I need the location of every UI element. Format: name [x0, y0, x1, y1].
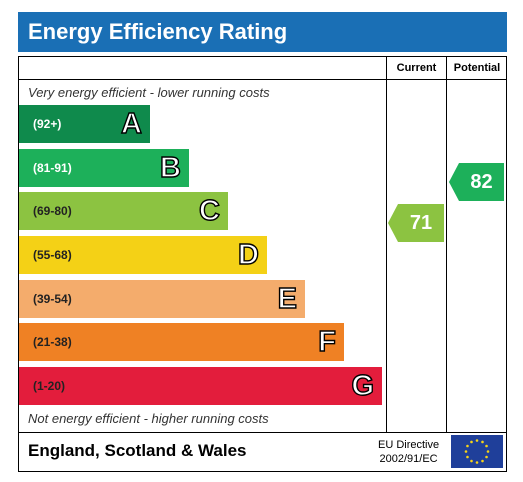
eu-star-icon [486, 450, 490, 453]
band-range-label: (21-38) [33, 335, 72, 349]
band-range-label: (92+) [33, 117, 62, 131]
eu-directive-label: EU Directive 2002/91/EC [378, 438, 439, 466]
band-letter: A [120, 107, 142, 140]
footer-divider [18, 432, 507, 433]
rating-band-f: (21-38) F [19, 323, 344, 361]
eu-star-icon [485, 455, 488, 459]
potential-column-divider [446, 56, 447, 432]
eu-star-icon [481, 440, 484, 444]
rating-frame [18, 56, 507, 472]
band-letter: C [198, 194, 220, 227]
rating-band-c: (69-80) C [19, 192, 228, 230]
band-letter: D [237, 238, 259, 271]
eu-directive-line2: 2002/91/EC [379, 453, 438, 465]
eu-directive-line1: EU Directive [378, 439, 440, 451]
eu-star-icon [485, 444, 488, 448]
band-range-label: (1-20) [33, 379, 66, 393]
current-rating-arrow: 71 [388, 204, 444, 242]
band-range-label: (55-68) [33, 248, 72, 262]
current-column-header: Current [396, 62, 437, 74]
eu-star-icon [470, 440, 473, 444]
header-divider [18, 79, 507, 80]
rating-band-d: (55-68) D [19, 236, 267, 274]
band-range-label: (81-91) [33, 161, 72, 175]
current-arrow-shape [388, 204, 444, 242]
potential-arrow-shape [449, 163, 504, 201]
rating-band-a: (92+) A [19, 105, 150, 143]
band-letter: B [159, 151, 181, 184]
rating-band-g: (1-20) G [19, 367, 382, 405]
band-letter: F [318, 325, 337, 358]
eu-star-icon [470, 459, 473, 463]
potential-rating-value: 82 [470, 171, 493, 193]
band-range-label: (69-80) [33, 204, 72, 218]
chart-title: Energy Efficiency Rating [18, 12, 507, 52]
current-column-divider [386, 56, 387, 432]
potential-rating-arrow: 82 [449, 163, 504, 201]
band-range-label: (39-54) [33, 292, 72, 306]
region-label: England, Scotland & Wales [28, 441, 247, 460]
eu-star-icon [475, 439, 479, 442]
eu-star-icon [466, 444, 469, 448]
rating-band-b: (81-91) B [19, 149, 189, 187]
current-rating-value: 71 [409, 212, 433, 234]
bottom-caption: Not energy efficient - higher running co… [28, 411, 269, 426]
rating-band-e: (39-54) E [19, 280, 305, 318]
eu-star-icon [475, 461, 479, 464]
potential-column-header: Potential [453, 62, 501, 74]
eu-star-icon [481, 459, 484, 463]
eu-flag-icon [451, 435, 503, 468]
band-letter: E [277, 282, 298, 315]
top-caption: Very energy efficient - lower running co… [28, 85, 270, 100]
eu-star-icon [466, 455, 469, 459]
eu-star-icon [464, 450, 468, 453]
band-letter: G [351, 369, 375, 402]
